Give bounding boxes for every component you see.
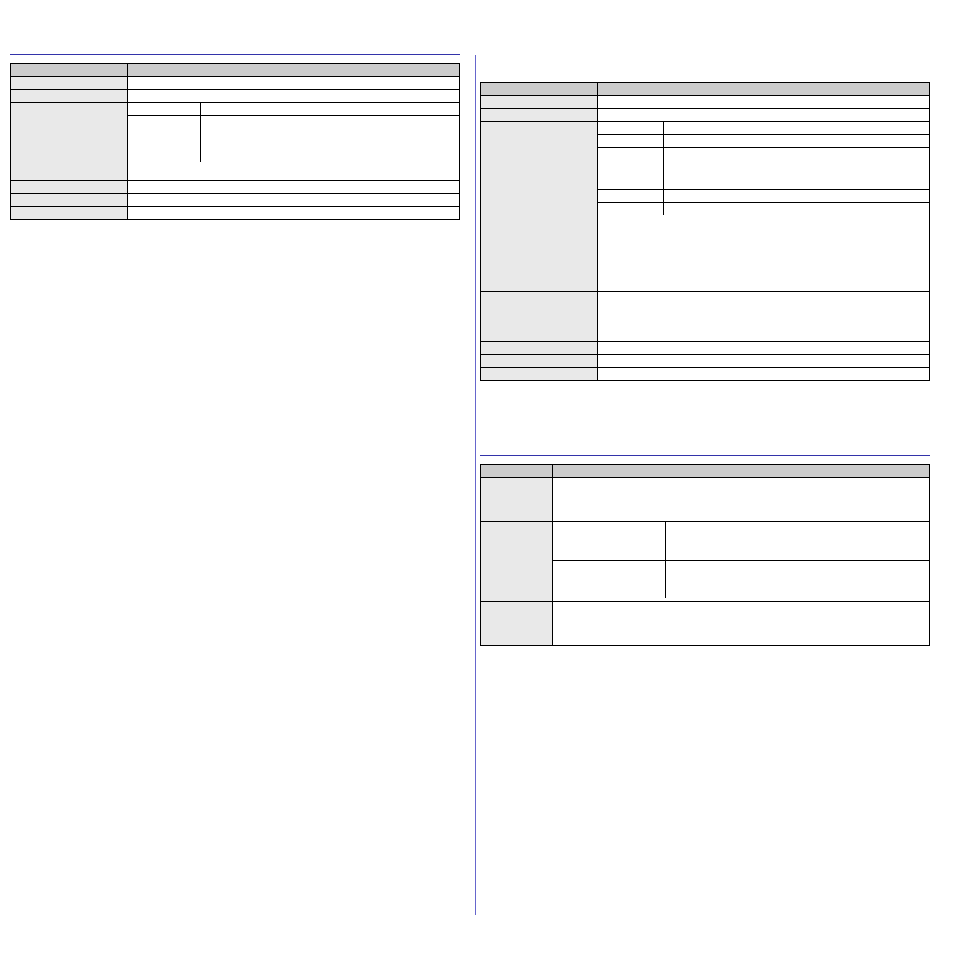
row-val bbox=[597, 368, 929, 381]
right-top-subtable bbox=[598, 122, 929, 215]
split-row-key bbox=[11, 103, 128, 181]
row-val bbox=[552, 478, 929, 522]
row-val bbox=[127, 207, 459, 220]
row-key bbox=[481, 602, 553, 646]
sub-c1 bbox=[128, 103, 201, 116]
sub-c2 bbox=[666, 560, 929, 598]
sub-c1 bbox=[553, 560, 666, 598]
table-row bbox=[11, 207, 460, 220]
table-split-row bbox=[11, 103, 460, 181]
table-row bbox=[11, 77, 460, 90]
sub-c1 bbox=[598, 122, 664, 135]
row-val bbox=[597, 109, 929, 122]
sub-c2 bbox=[664, 190, 929, 203]
sub-c1 bbox=[128, 116, 201, 162]
sub-c1 bbox=[598, 135, 664, 148]
row-key bbox=[481, 292, 598, 342]
table-row bbox=[11, 90, 460, 103]
subtable-row bbox=[128, 103, 459, 116]
header-val bbox=[597, 83, 929, 96]
row-val bbox=[597, 355, 929, 368]
two-column-layout bbox=[10, 50, 944, 646]
header-val bbox=[552, 465, 929, 478]
row-key bbox=[481, 342, 598, 355]
table-header-row bbox=[11, 64, 460, 77]
header-key bbox=[481, 83, 598, 96]
column-divider bbox=[475, 55, 476, 915]
right-column bbox=[480, 50, 930, 646]
table-row bbox=[481, 342, 930, 355]
row-key bbox=[481, 368, 598, 381]
row-val bbox=[127, 181, 459, 194]
subtable-row bbox=[128, 116, 459, 162]
split-row-key bbox=[481, 122, 598, 292]
right-bottom-table bbox=[480, 464, 930, 646]
split-row-key bbox=[481, 522, 553, 602]
table-row bbox=[481, 292, 930, 342]
sub-c1 bbox=[598, 148, 664, 190]
table-row bbox=[481, 602, 930, 646]
table-split-row bbox=[481, 122, 930, 292]
row-key bbox=[11, 77, 128, 90]
sub-c2 bbox=[664, 203, 929, 216]
sub-c2 bbox=[664, 148, 929, 190]
row-val bbox=[127, 77, 459, 90]
table-header-row bbox=[481, 83, 930, 96]
right-bottom-section-title bbox=[480, 451, 930, 456]
table-row bbox=[481, 96, 930, 109]
right-top-table bbox=[480, 82, 930, 381]
row-val bbox=[127, 90, 459, 103]
row-key bbox=[11, 194, 128, 207]
header-val bbox=[127, 64, 459, 77]
left-links-line bbox=[10, 240, 460, 252]
row-key bbox=[481, 478, 553, 522]
sub-c2 bbox=[664, 135, 929, 148]
sub-c1 bbox=[598, 190, 664, 203]
sub-c2 bbox=[666, 522, 929, 560]
row-key bbox=[481, 109, 598, 122]
row-key bbox=[11, 181, 128, 194]
table-row bbox=[481, 109, 930, 122]
table-row bbox=[11, 194, 460, 207]
row-val bbox=[552, 602, 929, 646]
row-key bbox=[481, 96, 598, 109]
left-section-title bbox=[10, 50, 460, 55]
sub-c2 bbox=[664, 122, 929, 135]
table-header-row bbox=[481, 465, 930, 478]
row-key bbox=[11, 207, 128, 220]
sub-c1 bbox=[553, 522, 666, 560]
left-table bbox=[10, 63, 460, 220]
right-bottom-subtable bbox=[553, 522, 929, 598]
sub-c2 bbox=[201, 116, 459, 162]
table-row bbox=[11, 181, 460, 194]
left-column bbox=[10, 50, 460, 646]
sub-c2 bbox=[201, 103, 459, 116]
sub-c1 bbox=[598, 203, 664, 216]
left-subtable bbox=[128, 103, 459, 162]
table-split-row bbox=[481, 522, 930, 602]
row-val bbox=[597, 96, 929, 109]
table-row bbox=[481, 355, 930, 368]
page bbox=[0, 0, 954, 954]
row-val bbox=[597, 342, 929, 355]
header-key bbox=[481, 465, 553, 478]
table-row bbox=[481, 478, 930, 522]
row-val bbox=[127, 194, 459, 207]
row-val bbox=[597, 292, 929, 342]
row-key bbox=[481, 355, 598, 368]
table-row bbox=[481, 368, 930, 381]
row-key bbox=[11, 90, 128, 103]
header-key bbox=[11, 64, 128, 77]
